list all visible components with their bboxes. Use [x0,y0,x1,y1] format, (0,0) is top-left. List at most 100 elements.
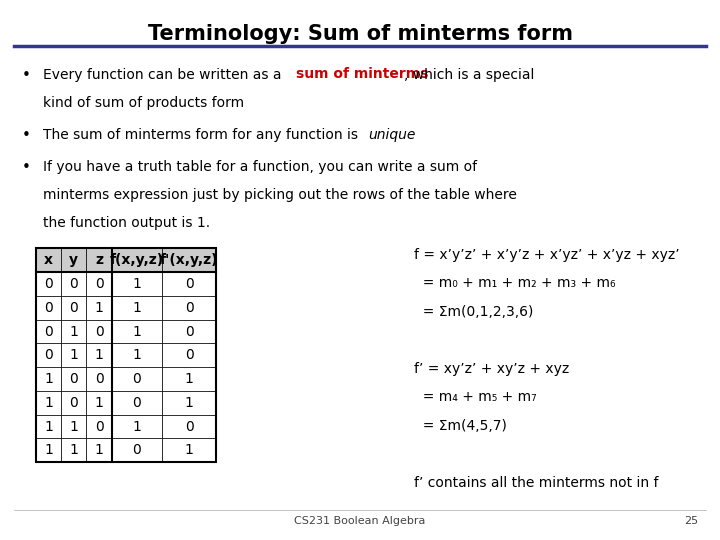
Bar [61,415,86,438]
Bar [36,438,61,462]
Text: 0: 0 [94,277,104,291]
Bar [162,320,216,343]
Bar [86,415,112,438]
Text: f(x,y,z): f(x,y,z) [109,253,164,267]
Bar [112,272,162,296]
Bar [36,296,61,320]
Text: f'(x,y,z): f'(x,y,z) [160,253,218,267]
Text: 0: 0 [44,348,53,362]
Bar [36,248,216,462]
Text: , which is a special: , which is a special [405,68,535,82]
Text: kind of sum of products form: kind of sum of products form [43,96,244,110]
Bar [61,343,86,367]
Text: 1: 1 [132,420,141,434]
Text: f’ contains all the minterms not in f: f’ contains all the minterms not in f [414,476,659,490]
Bar [86,320,112,343]
Text: 0: 0 [132,396,141,410]
Text: = Σm(0,1,2,3,6): = Σm(0,1,2,3,6) [414,305,534,319]
Text: 1: 1 [69,348,78,362]
Text: 0: 0 [44,325,53,339]
Text: 0: 0 [44,301,53,315]
Text: 0: 0 [44,277,53,291]
Text: 0: 0 [69,372,78,386]
Bar [86,391,112,415]
Text: 0: 0 [94,325,104,339]
Bar [61,367,86,391]
Bar [162,248,216,272]
Text: 1: 1 [184,372,194,386]
Bar [86,438,112,462]
Text: 0: 0 [184,420,194,434]
Bar [112,320,162,343]
Text: 0: 0 [94,420,104,434]
Bar [162,391,216,415]
Text: 0: 0 [94,372,104,386]
Bar [36,272,61,296]
Text: 0: 0 [184,348,194,362]
Bar [112,343,162,367]
Text: 0: 0 [184,301,194,315]
Text: sum of minterms: sum of minterms [296,68,428,82]
Text: Every function can be written as a: Every function can be written as a [43,68,286,82]
Text: unique: unique [368,128,415,142]
Text: 0: 0 [69,277,78,291]
Text: 0: 0 [184,325,194,339]
Text: •: • [22,160,30,175]
Text: = m₀ + m₁ + m₂ + m₃ + m₆: = m₀ + m₁ + m₂ + m₃ + m₆ [414,276,616,291]
Text: f = x’y’z’ + x’y’z + x’yz’ + x’yz + xyz’: f = x’y’z’ + x’y’z + x’yz’ + x’yz + xyz’ [414,248,680,262]
Bar [61,296,86,320]
Bar [61,391,86,415]
Text: CS231 Boolean Algebra: CS231 Boolean Algebra [294,516,426,526]
Bar [112,391,162,415]
Text: = m₄ + m₅ + m₇: = m₄ + m₅ + m₇ [414,390,536,404]
Bar [162,438,216,462]
Bar [86,367,112,391]
Text: = Σm(4,5,7): = Σm(4,5,7) [414,418,507,433]
Text: 1: 1 [94,301,104,315]
Bar [61,320,86,343]
Text: 1: 1 [94,348,104,362]
Text: x: x [44,253,53,267]
Bar [86,343,112,367]
Bar [162,343,216,367]
Bar [86,248,112,272]
Text: f’ = xy’z’ + xy’z + xyz: f’ = xy’z’ + xy’z + xyz [414,362,570,376]
Text: 1: 1 [44,372,53,386]
Bar [162,367,216,391]
Text: y: y [69,253,78,267]
Text: Terminology: Sum of minterms form: Terminology: Sum of minterms form [148,24,572,44]
Text: 1: 1 [132,348,141,362]
Text: 0: 0 [132,372,141,386]
Text: •: • [22,68,30,83]
Text: 1: 1 [44,443,53,457]
Bar [36,367,61,391]
Text: 0: 0 [69,396,78,410]
Bar [36,415,61,438]
Bar [112,248,162,272]
Bar [61,272,86,296]
Bar [112,367,162,391]
Text: 25: 25 [684,516,698,526]
Text: If you have a truth table for a function, you can write a sum of: If you have a truth table for a function… [43,160,477,174]
Text: minterms expression just by picking out the rows of the table where: minterms expression just by picking out … [43,188,517,202]
Text: •: • [22,128,30,143]
Text: 0: 0 [184,277,194,291]
Bar [162,272,216,296]
Bar [36,391,61,415]
Text: 1: 1 [94,396,104,410]
Bar [112,296,162,320]
Text: 1: 1 [44,396,53,410]
Text: 0: 0 [132,443,141,457]
Text: the function output is 1.: the function output is 1. [43,217,210,231]
Bar [112,415,162,438]
Text: 1: 1 [184,396,194,410]
Text: 1: 1 [132,301,141,315]
Bar [61,438,86,462]
Bar [162,415,216,438]
Bar [36,343,61,367]
Text: 0: 0 [69,301,78,315]
Text: 1: 1 [132,277,141,291]
Text: 1: 1 [69,443,78,457]
Text: 1: 1 [69,325,78,339]
Text: The sum of minterms form for any function is: The sum of minterms form for any functio… [43,128,363,142]
